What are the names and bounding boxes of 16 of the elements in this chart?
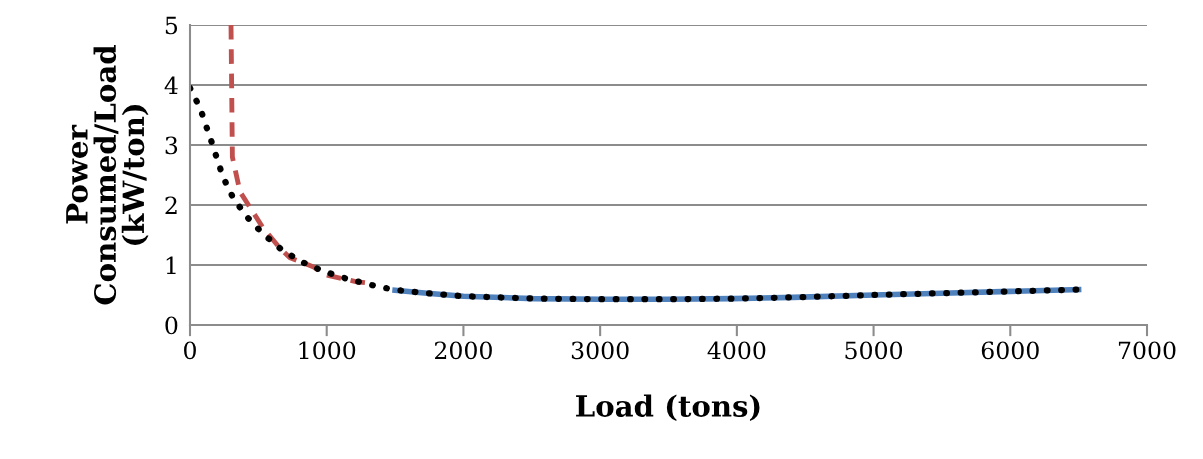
y-tick-label: 0 — [165, 316, 178, 335]
y-tick-label: 3 — [165, 136, 178, 155]
x-tick-label: 6000 — [981, 341, 1039, 360]
x-tick-label: 7000 — [1118, 341, 1176, 360]
x-tick-label: 2000 — [434, 341, 492, 360]
x-axis-title: Load (tons) — [576, 394, 760, 422]
x-tick-label: 0 — [184, 341, 196, 360]
x-tick-label: 4000 — [707, 341, 766, 360]
y-tick-label: 1 — [166, 256, 176, 274]
x-tick-label: 1000 — [299, 341, 356, 360]
x-tick-label: 5000 — [845, 341, 903, 360]
y-tick-label: 4 — [164, 76, 178, 94]
y-axis-title: Power Consumed/Load (kW/ton) — [66, 45, 149, 305]
y-tick-label: 2 — [165, 196, 177, 214]
y-tick-label: 5 — [165, 16, 178, 35]
x-tick-label: 3000 — [571, 341, 629, 360]
